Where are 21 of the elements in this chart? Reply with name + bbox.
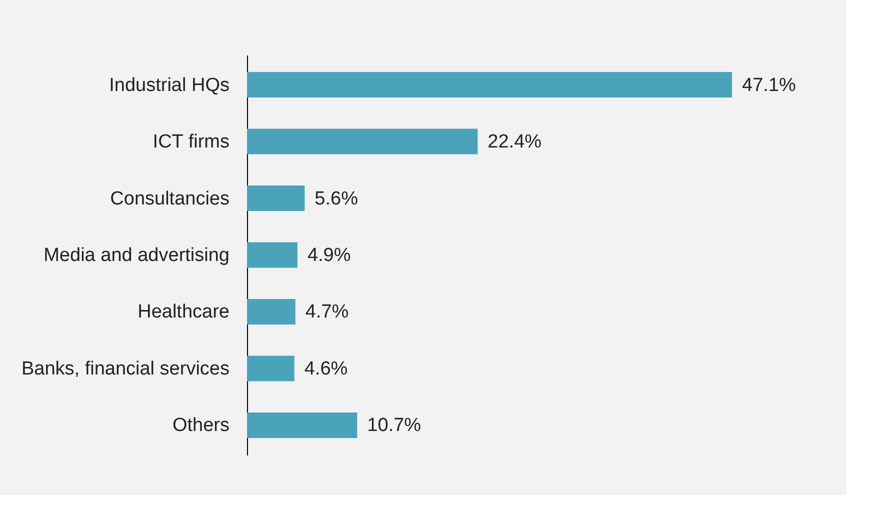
bar bbox=[247, 242, 298, 268]
y-tick-label: Consultancies bbox=[110, 188, 230, 210]
data-label: 4.7% bbox=[305, 302, 349, 323]
y-tick-label: Banks, financial services bbox=[21, 358, 230, 380]
bar bbox=[247, 356, 294, 382]
data-label: 5.6% bbox=[314, 188, 358, 210]
bar bbox=[247, 128, 478, 154]
data-label: 47.1% bbox=[742, 74, 796, 96]
data-label: 22.4% bbox=[488, 132, 542, 153]
y-tick-label: Healthcare bbox=[138, 302, 230, 323]
bar bbox=[247, 185, 305, 212]
y-tick-label: ICT firms bbox=[152, 132, 230, 153]
bar bbox=[247, 412, 358, 438]
data-label: 4.6% bbox=[304, 358, 348, 380]
bar bbox=[247, 298, 296, 325]
y-tick-label: Industrial HQs bbox=[109, 74, 230, 96]
y-tick-label: Others bbox=[172, 415, 230, 436]
data-label: 4.9% bbox=[307, 245, 351, 266]
bar bbox=[247, 72, 732, 98]
data-label: 10.7% bbox=[367, 415, 422, 436]
y-tick-label: Media and advertising bbox=[44, 245, 230, 266]
